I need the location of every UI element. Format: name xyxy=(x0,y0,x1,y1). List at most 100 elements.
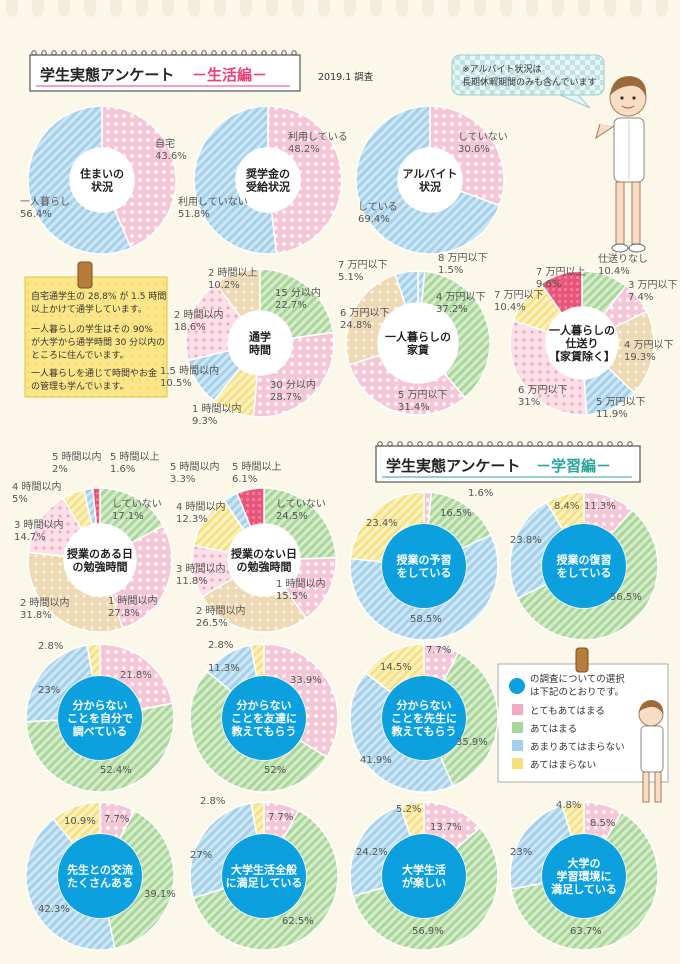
scallop xyxy=(214,0,226,17)
donut-center-label: 先生との交流 xyxy=(67,863,133,877)
slice-label: 2.8% xyxy=(208,640,233,651)
donut-slice xyxy=(189,670,328,793)
donut-slice xyxy=(540,270,583,315)
slice-label: 5 時間以上 xyxy=(232,461,282,473)
slice-label: 10.4% xyxy=(598,266,630,277)
slice-label: 2.8% xyxy=(38,641,63,652)
binder-ring xyxy=(231,50,237,56)
slice-label: 3.3% xyxy=(170,474,195,485)
slice-label: 6 万円以下 xyxy=(340,308,390,319)
slice-label: 30.6% xyxy=(458,144,490,155)
slice-label: 24.2% xyxy=(356,847,388,858)
donut-center-label: たくさんある xyxy=(67,877,133,890)
scallop xyxy=(136,0,148,17)
slice-label: 5.2% xyxy=(396,804,421,815)
memo-note: 自宅通学生の 28.8% が 1.5 時間 以上かけて通学しています。 一人暮ら… xyxy=(24,261,168,398)
slice-label: している xyxy=(358,201,398,213)
slice-label: 52% xyxy=(264,765,286,776)
scallop xyxy=(422,0,434,17)
slice-label: 35.9% xyxy=(456,737,488,748)
scallop xyxy=(552,0,564,17)
binder-ring xyxy=(31,50,37,56)
memo-line-5: ところに住んでいます。 xyxy=(31,349,129,361)
binder-ring xyxy=(151,50,157,56)
memo-line-3: 一人暮らしの学生はその 90% xyxy=(31,323,153,335)
answer-legend: の調査についての選択 は下記のとおりです。 とてもあてはまる あてはまる あまり… xyxy=(497,647,669,783)
legend-item-3: あまりあてはまらない xyxy=(530,742,625,753)
slice-label: 51.8% xyxy=(178,209,210,220)
slice-label: 10.9% xyxy=(64,816,96,827)
slice-label: 一人暮らし xyxy=(20,195,70,208)
slice-label: 8.4% xyxy=(554,501,579,512)
binder-ring xyxy=(487,441,493,447)
study-section-header: 学生実態アンケート －学習編－ xyxy=(375,441,641,483)
slice-label: 7 万円以上 xyxy=(536,266,586,278)
binder-ring xyxy=(607,441,613,447)
donut-center-label: 分からない xyxy=(397,698,452,712)
donut-center-label: 調べている xyxy=(73,724,128,738)
donut-center xyxy=(64,524,136,596)
donut-center-label: をしている xyxy=(397,567,452,580)
slice-label: 62.5% xyxy=(282,916,314,927)
donut-center xyxy=(382,676,466,760)
donut-center-label: の勉強時間 xyxy=(237,560,292,574)
scallop xyxy=(84,0,96,17)
donut-center-label: 通学 xyxy=(249,330,271,344)
life-section-header: 学生実態アンケート －生活編－ xyxy=(29,50,301,92)
slice-label: 18.6% xyxy=(174,322,206,333)
slice-label: していない xyxy=(112,498,162,510)
slice-label: 24.5% xyxy=(276,511,308,522)
binder-ring xyxy=(527,441,533,447)
legend-circle-icon xyxy=(509,678,525,694)
donut-center-label: ことを先生に xyxy=(391,711,457,725)
donut-center-label: 状況 xyxy=(419,180,441,194)
slice-label: 4.8% xyxy=(556,800,581,811)
slice-label: 5 時間以内 xyxy=(52,450,102,463)
slice-label: 12.3% xyxy=(176,514,208,525)
binder-ring xyxy=(121,50,127,56)
slice-label: 56.5% xyxy=(610,592,642,603)
slice-label: 5.1% xyxy=(338,272,363,283)
scallop xyxy=(370,0,382,17)
donut-center xyxy=(382,834,466,918)
scallop xyxy=(266,0,278,17)
donut-center-label: をしている xyxy=(557,567,612,580)
slice-label: 5 万円以下 xyxy=(596,397,646,408)
donut-center-label: アルバイト xyxy=(403,168,458,181)
legend-title-line-1: の調査についての選択 xyxy=(530,673,625,685)
memo-line-1: 自宅通学生の 28.8% が 1.5 時間 xyxy=(31,290,166,302)
binder-ring xyxy=(557,441,563,447)
scallop xyxy=(578,0,590,17)
binder-ring xyxy=(517,441,523,447)
slice-label: 69.4% xyxy=(358,214,390,225)
donut-center-label: 仕送り xyxy=(565,336,599,350)
binder-ring xyxy=(617,441,623,447)
donut-center-label: 満足している xyxy=(551,882,617,896)
life-header-subtitle: －生活編－ xyxy=(192,66,267,84)
binder-ring xyxy=(477,441,483,447)
slice-label: 23% xyxy=(38,685,60,696)
binder-ring xyxy=(41,50,47,56)
slice-label: 7.7% xyxy=(104,814,129,825)
slice-label: 4 時間以内 xyxy=(12,480,62,493)
slice-label: 56.9% xyxy=(412,926,444,937)
study-header-title: 学生実態アンケート xyxy=(386,457,520,475)
slice-label: 23% xyxy=(510,847,532,858)
donut-center-label: 分からない xyxy=(237,698,292,712)
slice-label: 自宅 xyxy=(155,137,175,150)
slice-label: 15 分以内 xyxy=(275,286,321,299)
slice-label: 1.5% xyxy=(438,265,463,276)
donut-center xyxy=(398,148,462,212)
binder-ring xyxy=(61,50,67,56)
slice-label: 11.8% xyxy=(176,576,208,587)
memo-line-4: が大学から通学時間 30 分以内の xyxy=(31,336,165,348)
slice-label: 58.5% xyxy=(410,614,442,625)
scallop xyxy=(448,0,460,17)
slice-label: 30 分以内 xyxy=(270,378,316,391)
